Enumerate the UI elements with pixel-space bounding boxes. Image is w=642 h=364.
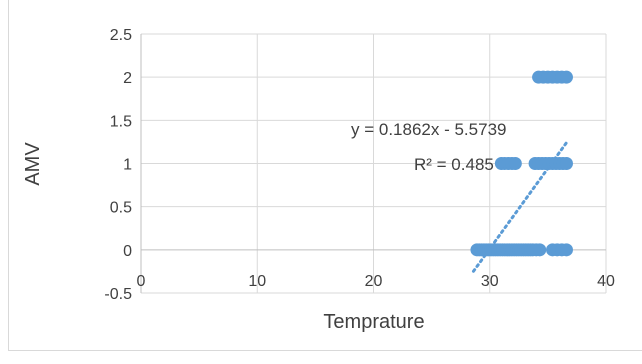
data-point: [559, 70, 573, 84]
y-tick-label: -0.5: [104, 286, 132, 303]
x-axis-label: Temprature: [323, 311, 424, 333]
x-tick-label: 40: [597, 273, 615, 290]
y-tick-label: 1: [123, 157, 132, 174]
y-tick-label: 0: [123, 243, 132, 260]
data-point: [533, 243, 547, 257]
x-tick-label: 20: [365, 273, 383, 290]
data-point: [508, 157, 522, 170]
x-tick-label: 30: [481, 273, 499, 290]
y-tick-label: 2.5: [110, 27, 132, 44]
y-tick-label: 1.5: [110, 113, 132, 130]
chart-frame-bottom-border: [8, 350, 642, 351]
y-tick-label: 2: [123, 70, 132, 87]
data-point: [559, 243, 573, 257]
y-tick-label: 0.5: [110, 200, 132, 217]
y-axis-label: AMV: [22, 142, 44, 186]
data-point: [559, 157, 573, 170]
tick-labels: -0.5 0 0.5 1 1.5 2 2.5 0 10 20 30 40: [104, 27, 615, 303]
data-points: [470, 70, 573, 257]
trendline-r-squared: R² = 0.485: [414, 155, 494, 174]
chart-frame-left-border: [8, 0, 9, 350]
x-tick-label: 0: [137, 273, 146, 290]
trendline-equation: y = 0.1862x - 5.5739: [351, 120, 506, 139]
x-tick-label: 10: [248, 273, 266, 290]
